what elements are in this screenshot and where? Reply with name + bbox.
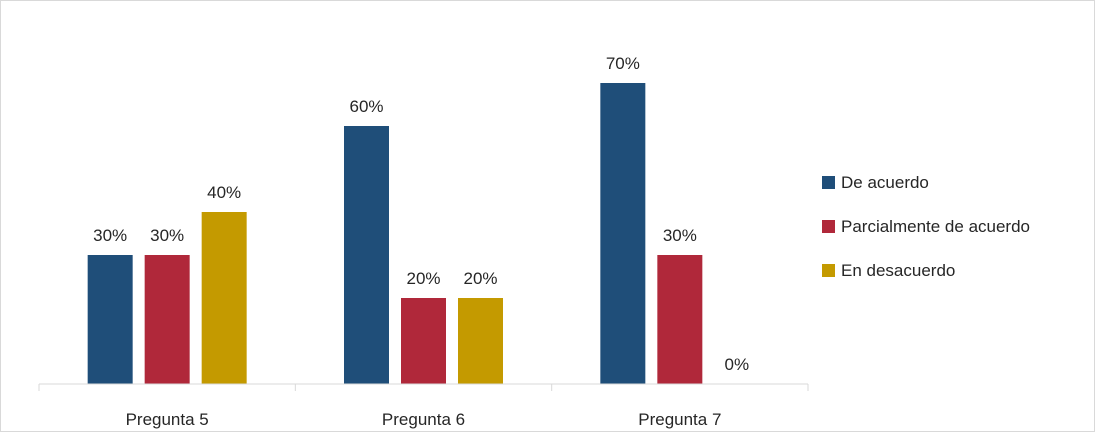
bar-de-acuerdo-pregunta-5 (87, 255, 133, 384)
legend-swatch-parcialmente-de-acuerdo (822, 220, 835, 233)
legend-item-parcialmente-de-acuerdo: Parcialmente de acuerdo (822, 217, 1030, 236)
data-label-de-acuerdo-pregunta-6: 60% (349, 97, 383, 116)
legend-label-parcialmente-de-acuerdo: Parcialmente de acuerdo (841, 217, 1030, 236)
x-tick-label-pregunta-6: Pregunta 6 (382, 410, 465, 429)
bar-de-acuerdo-pregunta-7 (600, 83, 646, 384)
bar-de-acuerdo-pregunta-6 (344, 126, 389, 384)
data-label-parcialmente-de-acuerdo-pregunta-6: 20% (406, 269, 440, 288)
x-tick-label-pregunta-5: Pregunta 5 (126, 410, 209, 429)
legend-item-en-desacuerdo: En desacuerdo (822, 261, 955, 280)
bar-parcialmente-de-acuerdo-pregunta-6 (401, 298, 446, 384)
data-label-de-acuerdo-pregunta-5: 30% (93, 226, 127, 245)
x-axis-ticks: Pregunta 5 Pregunta 6 Pregunta 7 (38, 384, 809, 429)
legend-label-en-desacuerdo: En desacuerdo (841, 261, 955, 280)
data-label-parcialmente-de-acuerdo-pregunta-7: 30% (663, 226, 697, 245)
data-label-parcialmente-de-acuerdo-pregunta-5: 30% (150, 226, 184, 245)
legend-item-de-acuerdo: De acuerdo (822, 173, 929, 192)
legend: De acuerdo Parcialmente de acuerdo En desa… (822, 173, 1030, 280)
data-label-en-desacuerdo-pregunta-7: 0% (725, 355, 750, 374)
legend-label-de-acuerdo: De acuerdo (841, 173, 929, 192)
data-label-en-desacuerdo-pregunta-5: 40% (207, 183, 241, 202)
x-tick-label-pregunta-7: Pregunta 7 (638, 410, 721, 429)
data-label-de-acuerdo-pregunta-7: 70% (606, 54, 640, 73)
bar-en-desacuerdo-pregunta-6 (458, 298, 503, 384)
data-labels-layer: 30% 30% 40% 60% 20% 20% 70% 30% 0% (93, 54, 749, 374)
bar-parcialmente-de-acuerdo-pregunta-7 (657, 255, 703, 384)
legend-swatch-de-acuerdo (822, 176, 835, 189)
legend-swatch-en-desacuerdo (822, 264, 835, 277)
bars-layer (87, 83, 703, 384)
data-label-en-desacuerdo-pregunta-6: 20% (463, 269, 497, 288)
bar-parcialmente-de-acuerdo-pregunta-5 (144, 255, 190, 384)
bar-en-desacuerdo-pregunta-5 (201, 212, 247, 384)
